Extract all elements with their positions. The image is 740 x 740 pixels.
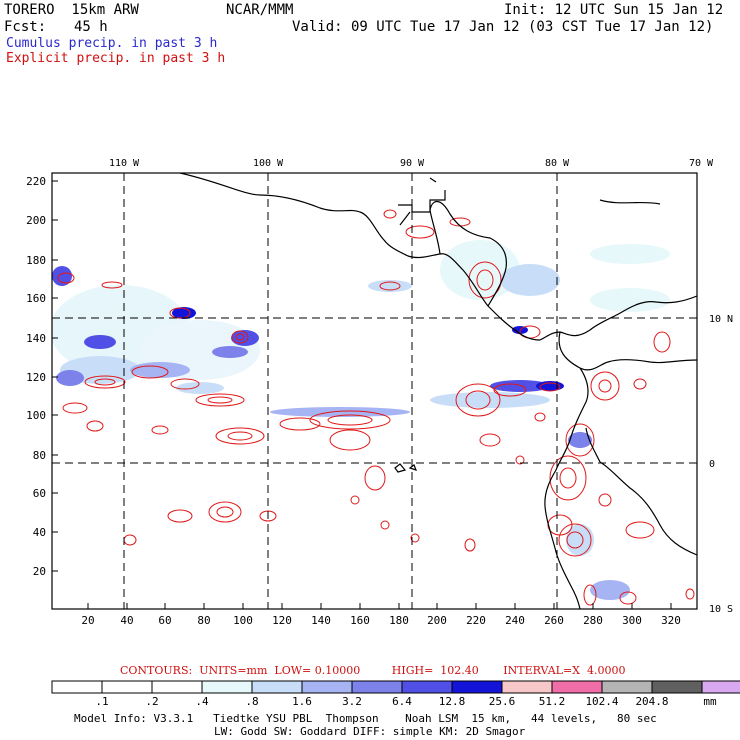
- y-tick-label: 180: [26, 254, 46, 267]
- model-info-line2: LW: Godd SW: Goddard DIFF: simple KM: 2D…: [214, 725, 526, 738]
- x-tick-label: 300: [622, 614, 642, 627]
- lat-label: 0: [709, 459, 715, 470]
- y-tick-label: 220: [26, 175, 46, 188]
- longitude-labels: 110 W 100 W 90 W 80 W 70 W: [109, 158, 714, 169]
- y-tick-label: 40: [33, 526, 46, 539]
- cumulus-precip-areas: [52, 240, 670, 600]
- colorbar-swatch: [251, 680, 303, 694]
- latitude-labels: 10 N 0 10 S: [709, 314, 733, 615]
- contours-units: UNITS=mm: [199, 664, 268, 677]
- contours-interval: INTERVAL=X 4.0000: [503, 664, 626, 677]
- valid-time: Valid: 09 UTC Tue 17 Jan 12 (03 CST Tue …: [292, 19, 714, 35]
- colorbar-label: 102.4: [585, 695, 618, 708]
- colorbar-label: 25.6: [489, 695, 516, 708]
- x-tick-label: 80: [197, 614, 210, 627]
- colorbar-labels: .1 .2 .4 .8 1.6 3.2 6.4 12.8 25.6 51.2 1…: [95, 695, 717, 708]
- colorbar-swatch: [401, 680, 453, 694]
- colorbar-swatch: [101, 680, 153, 694]
- map-frame: [51, 172, 698, 610]
- colorbar-swatch: [551, 680, 603, 694]
- y-tick-label: 20: [33, 565, 46, 578]
- colorbar-label: 12.8: [439, 695, 466, 708]
- explicit-precip-contours: [57, 209, 695, 606]
- lon-label: 110 W: [109, 158, 140, 169]
- x-tick-label: 160: [350, 614, 370, 627]
- x-tick-label: 100: [233, 614, 253, 627]
- y-tick-labels: 220 200 180 160 140 120 100 80 60 40 20: [26, 175, 46, 578]
- x-tick-label: 240: [505, 614, 525, 627]
- x-tick-label: 260: [544, 614, 564, 627]
- colorbar-label: .1: [95, 695, 108, 708]
- colorbar-swatch: [651, 680, 703, 694]
- colorbar-swatch: [351, 680, 403, 694]
- colorbar-swatch: [601, 680, 653, 694]
- colorbar-unit: mm: [703, 695, 717, 708]
- coastlines: [179, 173, 697, 609]
- lon-label: 70 W: [689, 158, 714, 169]
- legend-explicit: Explicit precip. in past 3 h: [6, 51, 226, 66]
- colorbar-label: .4: [195, 695, 209, 708]
- colorbar-label: 6.4: [392, 695, 412, 708]
- contour-info: CONTOURS: UNITS=mm LOW= 0.10000 HIGH= 10…: [120, 664, 625, 677]
- lon-label: 100 W: [253, 158, 284, 169]
- contours-label: CONTOURS:: [120, 664, 193, 677]
- y-tick-label: 60: [33, 487, 46, 500]
- model-title: TORERO 15km ARW: [4, 2, 139, 18]
- org-label: NCAR/MMM: [226, 2, 294, 18]
- x-tick-label: 200: [427, 614, 447, 627]
- y-tick-label: 140: [26, 332, 46, 345]
- x-tick-label: 40: [120, 614, 133, 627]
- colorbar-label: 3.2: [342, 695, 362, 708]
- colorbar-swatch: [301, 680, 353, 694]
- lat-label: 10 N: [709, 314, 733, 325]
- colorbar-swatch: [501, 680, 553, 694]
- x-tick-label: 320: [661, 614, 681, 627]
- x-tick-label: 140: [311, 614, 331, 627]
- init-time: Init: 12 UTC Sun 15 Jan 12: [504, 2, 724, 18]
- colorbar-swatch: [701, 680, 740, 694]
- colorbar-label: 204.8: [635, 695, 668, 708]
- colorbar-label: 51.2: [539, 695, 566, 708]
- forecast-label: Fcst:: [4, 19, 47, 35]
- x-tick-labels: 20 40 60 80 100 120 140 160 180 200 220 …: [81, 614, 681, 627]
- colorbar-label: .8: [245, 695, 258, 708]
- colorbar-swatch: [51, 680, 103, 694]
- lon-label: 90 W: [400, 158, 425, 169]
- lon-label: 80 W: [545, 158, 570, 169]
- model-info-line1: Model Info: V3.3.1 Tiedtke YSU PBL Thomp…: [74, 712, 657, 725]
- map-content: [52, 173, 697, 609]
- y-tick-label: 120: [26, 371, 46, 384]
- y-tick-label: 160: [26, 292, 46, 305]
- contours-low: LOW= 0.10000: [274, 664, 361, 677]
- x-tick-label: 20: [81, 614, 94, 627]
- colorbar-swatch: [201, 680, 253, 694]
- x-tick-label: 220: [466, 614, 486, 627]
- x-tick-label: 180: [389, 614, 409, 627]
- y-tick-marks: [52, 180, 58, 572]
- x-tick-label: 120: [272, 614, 292, 627]
- x-tick-label: 60: [158, 614, 171, 627]
- latlon-grid: [52, 173, 697, 609]
- colorbar-label: .2: [145, 695, 158, 708]
- x-tick-label: 280: [583, 614, 603, 627]
- x-tick-marks: [87, 603, 672, 609]
- colorbar-swatch: [451, 680, 503, 694]
- legend-cumulus: Cumulus precip. in past 3 h: [6, 36, 218, 51]
- contours-high: HIGH= 102.40: [391, 664, 479, 677]
- lat-label: 10 S: [709, 604, 733, 615]
- forecast-hour: 45 h: [74, 19, 108, 35]
- colorbar: [51, 680, 740, 694]
- colorbar-label: 1.6: [292, 695, 312, 708]
- y-tick-label: 80: [33, 449, 46, 462]
- colorbar-swatch: [151, 680, 203, 694]
- y-tick-label: 100: [26, 409, 46, 422]
- y-tick-label: 200: [26, 214, 46, 227]
